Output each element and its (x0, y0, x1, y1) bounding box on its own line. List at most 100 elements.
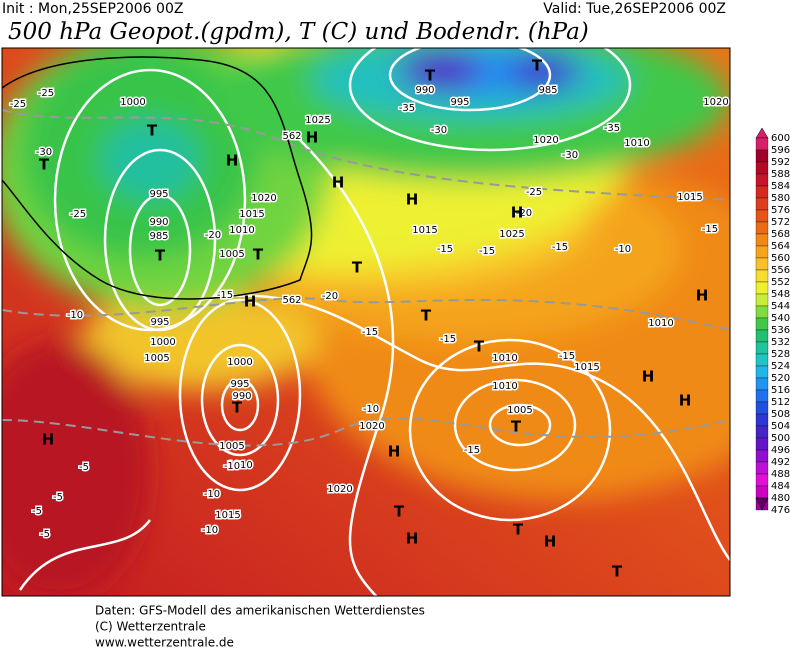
map-label: H (388, 443, 401, 461)
map-label: 1010 (227, 460, 252, 471)
map-label: 995 (450, 97, 469, 108)
colorbar-label: 536 (771, 325, 790, 336)
map-label: -5 (79, 462, 89, 473)
colorbar-cell (755, 413, 769, 427)
map-label: 1005 (144, 353, 169, 364)
map-label: 1000 (150, 337, 175, 348)
colorbar-cell (755, 209, 769, 223)
map-area (2, 48, 730, 596)
map-label: 1010 (624, 138, 649, 149)
map-label: 1020 (251, 193, 276, 204)
map-label: 985 (538, 85, 557, 96)
colorbar-label: 540 (771, 313, 790, 324)
map-label: 1010 (648, 318, 673, 329)
isobars (18, 48, 730, 596)
colorbar-cell (755, 449, 769, 463)
colorbar-arrow (755, 127, 769, 139)
colorbar-cell (755, 257, 769, 271)
colorbar-cell (755, 149, 769, 163)
colorbar-label: 496 (771, 445, 790, 456)
map-label: T (39, 156, 50, 174)
colorbar-label: 556 (771, 265, 790, 276)
map-label: T (532, 57, 543, 75)
map-label: 990 (415, 85, 434, 96)
map-label: 1020 (327, 484, 352, 495)
colorbar-label: 544 (771, 301, 790, 312)
colorbar-cell (755, 221, 769, 235)
map-label: H (696, 287, 709, 305)
colorbar-arrow (755, 497, 769, 511)
colorbar-cell (755, 185, 769, 199)
map-label: T (513, 521, 524, 539)
colorbar-cell (755, 389, 769, 403)
map-label: -15 (440, 334, 456, 345)
map-label: T (253, 246, 264, 264)
colorbar-cell (755, 305, 769, 319)
map-label: -5 (53, 492, 63, 503)
colorbar-cell (755, 401, 769, 415)
map-label: T (425, 67, 436, 85)
map-label: -25 (38, 88, 54, 99)
map-title: 500 hPa Geopot.(gpdm), T (C) und Bodendr… (8, 19, 589, 45)
map-label: 1005 (219, 441, 244, 452)
colorbar-label: 504 (771, 421, 790, 432)
colorbar-label: 492 (771, 457, 790, 468)
map-label: -20 (516, 208, 532, 219)
map-label: 995 (150, 317, 169, 328)
map-label: 990 (149, 217, 168, 228)
map-label: H (406, 530, 419, 548)
contour-562 (2, 56, 313, 300)
map-label: 1025 (305, 115, 330, 126)
map-label: 995 (149, 189, 168, 200)
colorbar-label: 576 (771, 205, 790, 216)
map-label: H (544, 533, 557, 551)
map-label: -30 (562, 150, 578, 161)
colorbar-cell (755, 137, 769, 151)
colorbar-cell (755, 425, 769, 439)
isotherms (2, 109, 730, 447)
map-label: 1015 (412, 225, 437, 236)
colorbar-label: 516 (771, 385, 790, 396)
colorbar-label: 596 (771, 145, 790, 156)
colorbar-cell (755, 317, 769, 331)
map-label: 1010 (229, 225, 254, 236)
colorbar-cell (755, 233, 769, 247)
map-label: 1025 (499, 229, 524, 240)
map-label: -30 (431, 125, 447, 136)
colorbar-label: 476 (771, 505, 790, 516)
map-label: 1020 (359, 421, 384, 432)
map-label: 562 (282, 295, 301, 306)
map-label: 1000 (227, 357, 252, 368)
colorbar-label: 568 (771, 229, 790, 240)
map-label: T (394, 503, 405, 521)
colorbar-cell (755, 293, 769, 307)
map-label: -15 (362, 327, 378, 338)
map-label: H (226, 152, 239, 170)
map-label: -20 (205, 230, 221, 241)
map-label: 1000 (120, 97, 145, 108)
map-label: -10 (615, 244, 631, 255)
map-label: T (474, 338, 485, 356)
colorbar-label: 600 (771, 133, 790, 144)
map-label: 1020 (703, 97, 728, 108)
colorbar-cell (755, 269, 769, 283)
map-label: -20 (322, 291, 338, 302)
colorbar-label: 488 (771, 469, 790, 480)
valid-time: Valid: Tue,26SEP2006 00Z (543, 1, 726, 17)
colorbar-cell (755, 353, 769, 367)
colorbar-label: 572 (771, 217, 790, 228)
map-label: -15 (437, 244, 453, 255)
map-label: -15 (702, 224, 718, 235)
colorbar-label: 592 (771, 157, 790, 168)
footer-line: www.wetterzentrale.de (95, 636, 234, 648)
map-label: 1005 (219, 249, 244, 260)
map-frame (1, 47, 731, 597)
colorbar-cell (755, 341, 769, 355)
map-label: -10 (363, 404, 379, 415)
map-label: 1020 (533, 135, 558, 146)
map-label: -25 (70, 209, 86, 220)
map-label: 562 (282, 131, 301, 142)
map-label: H (332, 174, 345, 192)
colorbar-label: 580 (771, 193, 790, 204)
